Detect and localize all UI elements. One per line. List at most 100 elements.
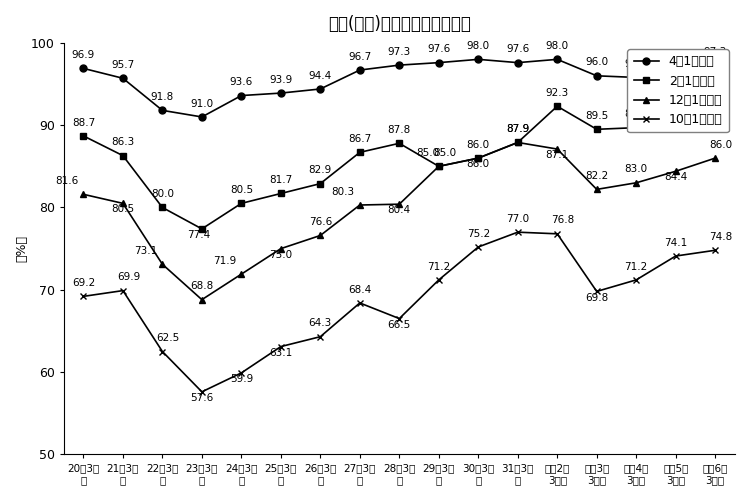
Text: 95.7: 95.7 bbox=[111, 60, 134, 70]
Text: 86.0: 86.0 bbox=[466, 140, 490, 150]
10月1日現在 bbox=[474, 244, 483, 250]
Text: 64.3: 64.3 bbox=[309, 318, 332, 328]
10月1日現在 bbox=[237, 370, 246, 376]
4月1日現在 bbox=[356, 67, 364, 73]
Text: 96.7: 96.7 bbox=[348, 52, 371, 62]
4月1日現在 bbox=[632, 74, 640, 80]
2月1日現在 bbox=[237, 200, 246, 206]
4月1日現在 bbox=[434, 60, 443, 66]
12月1日現在 bbox=[276, 246, 285, 252]
4月1日現在 bbox=[276, 90, 285, 96]
Text: 71.2: 71.2 bbox=[427, 262, 451, 272]
2月1日現在 bbox=[474, 155, 483, 161]
12月1日現在 bbox=[513, 140, 522, 145]
12月1日現在 bbox=[671, 168, 680, 174]
Text: 80.4: 80.4 bbox=[388, 206, 411, 216]
Text: 92.3: 92.3 bbox=[545, 88, 568, 98]
2月1日現在 bbox=[553, 104, 562, 110]
Text: 98.0: 98.0 bbox=[546, 41, 568, 51]
2月1日現在 bbox=[434, 164, 443, 170]
4月1日現在 bbox=[394, 62, 404, 68]
10月1日現在 bbox=[394, 316, 404, 322]
Text: 73.1: 73.1 bbox=[134, 246, 158, 256]
12月1日現在 bbox=[474, 155, 483, 161]
Text: 75.2: 75.2 bbox=[466, 228, 490, 238]
Text: 62.5: 62.5 bbox=[156, 333, 179, 343]
2月1日現在 bbox=[394, 140, 404, 146]
10月1日現在 bbox=[276, 344, 285, 349]
Text: 86.0: 86.0 bbox=[710, 140, 732, 150]
12月1日現在 bbox=[632, 180, 640, 186]
Y-axis label: （%）: （%） bbox=[15, 235, 28, 262]
Text: 90.9: 90.9 bbox=[664, 100, 687, 110]
Text: 87.8: 87.8 bbox=[388, 125, 411, 135]
Line: 2月1日現在: 2月1日現在 bbox=[80, 103, 680, 232]
Line: 10月1日現在: 10月1日現在 bbox=[80, 228, 718, 396]
10月1日現在 bbox=[632, 277, 640, 283]
Text: 71.2: 71.2 bbox=[625, 262, 648, 272]
Text: 66.5: 66.5 bbox=[388, 320, 411, 330]
Text: 97.6: 97.6 bbox=[506, 44, 530, 54]
4月1日現在 bbox=[197, 114, 206, 120]
10月1日現在 bbox=[158, 348, 167, 354]
2月1日現在 bbox=[79, 133, 88, 139]
Legend: 4月1日現在, 2月1日現在, 12月1日現在, 10月1日現在: 4月1日現在, 2月1日現在, 12月1日現在, 10月1日現在 bbox=[628, 49, 729, 132]
Text: 77.4: 77.4 bbox=[188, 230, 211, 240]
4月1日現在 bbox=[237, 92, 246, 98]
4月1日現在 bbox=[316, 86, 325, 92]
Text: 82.9: 82.9 bbox=[309, 166, 332, 175]
Text: 97.3: 97.3 bbox=[388, 47, 411, 57]
12月1日現在 bbox=[394, 201, 404, 207]
4月1日現在 bbox=[592, 73, 602, 79]
Text: 63.1: 63.1 bbox=[269, 348, 292, 358]
Text: 87.1: 87.1 bbox=[545, 150, 568, 160]
Text: 57.6: 57.6 bbox=[190, 393, 214, 403]
Text: 75.0: 75.0 bbox=[269, 250, 292, 260]
Text: 81.7: 81.7 bbox=[269, 175, 292, 185]
Text: 87.9: 87.9 bbox=[506, 124, 530, 134]
Text: 87.9: 87.9 bbox=[506, 124, 530, 134]
Text: 80.5: 80.5 bbox=[111, 204, 134, 214]
Text: 97.3: 97.3 bbox=[704, 47, 727, 57]
Text: 86.7: 86.7 bbox=[348, 134, 371, 144]
4月1日現在 bbox=[118, 76, 128, 82]
12月1日現在 bbox=[158, 262, 167, 268]
2月1日現在 bbox=[513, 140, 522, 145]
10月1日現在 bbox=[118, 288, 128, 294]
Text: 77.0: 77.0 bbox=[506, 214, 530, 224]
Text: 81.6: 81.6 bbox=[56, 176, 79, 186]
Text: 69.9: 69.9 bbox=[117, 272, 140, 282]
Text: 82.2: 82.2 bbox=[585, 171, 608, 181]
Text: 74.8: 74.8 bbox=[709, 232, 732, 242]
Text: 93.6: 93.6 bbox=[230, 77, 253, 87]
2月1日現在 bbox=[316, 180, 325, 186]
2月1日現在 bbox=[276, 190, 285, 196]
12月1日現在 bbox=[237, 271, 246, 277]
Text: 86.3: 86.3 bbox=[111, 138, 134, 147]
Text: 91.8: 91.8 bbox=[151, 92, 174, 102]
10月1日現在 bbox=[356, 300, 364, 306]
10月1日現在 bbox=[197, 389, 206, 395]
Text: 84.4: 84.4 bbox=[664, 172, 687, 182]
4月1日現在 bbox=[79, 66, 88, 71]
12月1日現在 bbox=[434, 164, 443, 170]
Text: 88.7: 88.7 bbox=[72, 118, 95, 128]
Title: 就職(内定)率の推移　（大学）: 就職(内定)率の推移 （大学） bbox=[328, 15, 471, 33]
12月1日現在 bbox=[79, 192, 88, 198]
Text: 74.1: 74.1 bbox=[664, 238, 687, 248]
Text: 89.7: 89.7 bbox=[625, 110, 648, 120]
12月1日現在 bbox=[592, 186, 602, 192]
Text: 97.6: 97.6 bbox=[427, 44, 451, 54]
Text: 95.8: 95.8 bbox=[625, 59, 648, 69]
Line: 4月1日現在: 4月1日現在 bbox=[80, 56, 640, 120]
2月1日現在 bbox=[671, 115, 680, 121]
10月1日現在 bbox=[553, 231, 562, 237]
10月1日現在 bbox=[513, 229, 522, 235]
Text: 80.3: 80.3 bbox=[332, 186, 355, 196]
10月1日現在 bbox=[316, 334, 325, 340]
Text: 94.4: 94.4 bbox=[309, 70, 332, 81]
12月1日現在 bbox=[197, 296, 206, 302]
12月1日現在 bbox=[711, 155, 720, 161]
10月1日現在 bbox=[434, 277, 443, 283]
2月1日現在 bbox=[356, 150, 364, 156]
